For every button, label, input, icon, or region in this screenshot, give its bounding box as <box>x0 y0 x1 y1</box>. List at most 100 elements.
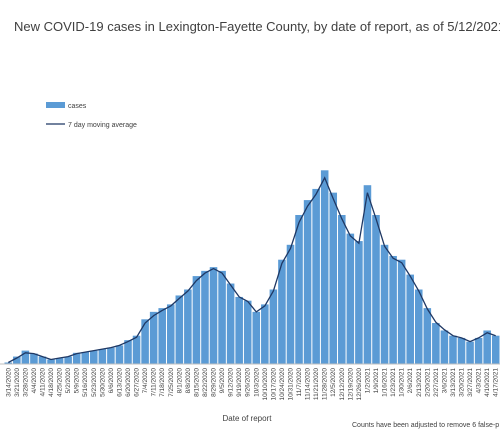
x-tick-label: 3/20/2021 <box>459 368 466 397</box>
x-tick-label: 9/5/2020 <box>219 368 226 394</box>
x-tick-label: 9/19/2020 <box>236 368 243 397</box>
bar <box>4 362 13 364</box>
bar <box>243 300 252 364</box>
x-tick-label: 1/30/2021 <box>399 368 406 397</box>
x-tick-label: 1/23/2021 <box>390 368 397 397</box>
bar <box>98 349 107 364</box>
bar <box>346 233 355 364</box>
bar <box>132 335 141 364</box>
bar <box>269 289 278 364</box>
bar <box>90 350 98 364</box>
x-tick-label: 8/22/2020 <box>202 368 209 397</box>
bar <box>432 323 440 364</box>
x-tick-label: 2/20/2021 <box>424 368 431 397</box>
x-tick-label: 7/18/2020 <box>159 368 166 397</box>
bar <box>466 341 474 364</box>
bar <box>303 200 312 364</box>
x-tick-label: 3/6/2021 <box>441 368 448 394</box>
x-tick-label: 11/14/2020 <box>305 368 312 400</box>
x-tick-label: 8/1/2020 <box>176 368 183 394</box>
x-tick-label: 9/26/2020 <box>245 368 252 397</box>
legend: cases 7 day moving average <box>46 102 137 129</box>
x-tick-label: 1/2/2021 <box>364 368 371 394</box>
bar <box>423 308 432 364</box>
x-tick-label: 5/2/2020 <box>65 368 72 394</box>
bar <box>312 188 320 364</box>
legend-label-cases: cases <box>68 103 87 110</box>
x-tick-label: 11/7/2020 <box>296 368 303 397</box>
bar <box>81 352 90 364</box>
x-tick-label: 8/29/2020 <box>211 368 218 397</box>
bar <box>320 170 329 364</box>
x-tick-label: 7/25/2020 <box>168 368 175 397</box>
x-tick-label: 12/19/2020 <box>347 368 354 401</box>
x-tick-label: 11/28/2020 <box>322 368 329 400</box>
bar <box>201 270 209 364</box>
bar <box>440 330 449 364</box>
bar <box>55 358 64 364</box>
bar <box>252 311 261 364</box>
x-tick-label: 5/30/2020 <box>99 368 106 397</box>
x-tick-label: 3/27/2021 <box>467 368 474 397</box>
bar <box>158 308 166 364</box>
x-tick-label: 4/10/2021 <box>484 368 491 397</box>
x-tick-label: 10/10/2020 <box>262 368 269 401</box>
x-tick-label: 9/12/2020 <box>228 368 235 397</box>
bar <box>209 267 218 364</box>
x-tick-label: 12/5/2020 <box>330 368 337 397</box>
bar <box>38 356 47 364</box>
bar <box>235 296 243 364</box>
bar <box>406 274 414 364</box>
bars-layer <box>4 170 500 364</box>
bar <box>338 215 346 364</box>
x-tick-label: 10/24/2020 <box>279 368 286 401</box>
bar <box>261 304 269 364</box>
bar <box>47 359 55 364</box>
bar <box>184 289 192 364</box>
bar <box>286 244 295 364</box>
legend-label-moving-average: 7 day moving average <box>68 122 137 129</box>
bar <box>474 337 483 364</box>
x-tick-label: 12/12/2020 <box>339 368 346 401</box>
x-tick-label: 4/18/2020 <box>48 368 55 397</box>
x-tick-label: 3/13/2021 <box>450 368 457 397</box>
x-tick-label: 6/27/2020 <box>134 368 141 397</box>
bar <box>149 311 158 364</box>
x-tick-label: 2/27/2021 <box>433 368 440 397</box>
chart-title: New COVID-19 cases in Lexington-Fayette … <box>14 19 500 34</box>
x-tick-label: 5/23/2020 <box>91 368 98 397</box>
bar <box>372 215 380 364</box>
bar <box>295 215 303 364</box>
x-tick-label: 2/6/2021 <box>407 368 414 394</box>
bar <box>226 283 235 364</box>
x-tick-label: 4/3/2021 <box>476 368 483 394</box>
bar <box>192 276 201 364</box>
x-tick-label: 3/21/2020 <box>14 368 21 397</box>
x-tick-label: 8/8/2020 <box>185 368 192 394</box>
bar <box>491 335 500 364</box>
legend-swatch-cases <box>46 102 65 108</box>
bar <box>414 289 423 364</box>
x-tick-label: 11/21/2020 <box>313 368 320 400</box>
bar <box>329 192 338 364</box>
x-tick-label: 1/9/2021 <box>373 368 380 394</box>
bar <box>21 350 30 364</box>
bar <box>141 319 149 364</box>
x-tick-label: 1/16/2021 <box>382 368 389 397</box>
x-tick-label: 6/20/2020 <box>125 368 132 397</box>
x-tick-label: 7/4/2020 <box>142 368 149 394</box>
x-tick-label: 5/9/2020 <box>74 368 81 394</box>
bar <box>175 295 184 364</box>
x-tick-label: 10/31/2020 <box>288 368 295 401</box>
x-tick-label: 3/14/2020 <box>5 368 12 397</box>
x-tick-label: 4/17/2021 <box>493 368 500 397</box>
moving-average-line <box>7 176 496 364</box>
bar <box>355 241 363 364</box>
x-tick-label: 4/25/2020 <box>57 368 64 397</box>
x-tick-label: 4/11/2020 <box>40 368 47 397</box>
bar <box>449 335 457 364</box>
bar <box>30 353 38 364</box>
x-tick-label: 12/26/2020 <box>356 368 363 401</box>
x-tick-label: 2/13/2021 <box>416 368 423 397</box>
